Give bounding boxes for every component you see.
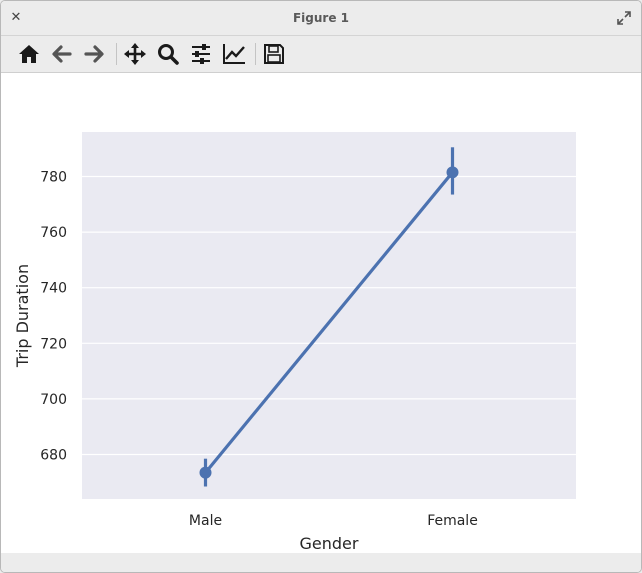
x-axis-ticks: Male Female: [189, 513, 478, 529]
y-tick-label: 720: [40, 336, 67, 352]
gridlines: [82, 175, 576, 456]
series-line: [204, 171, 454, 474]
title-bar: ✕ Figure 1: [1, 1, 641, 36]
window-title: Figure 1: [292, 11, 350, 25]
pan-button[interactable]: [120, 39, 150, 69]
arrow-right-icon: [84, 45, 104, 63]
series-layer: [199, 147, 459, 487]
point-plot: 680 700 720 740 760 780 Male Female Gender Tri…: [13, 132, 576, 553]
status-bar: [1, 553, 641, 572]
configure-subplots-button[interactable]: [186, 39, 216, 69]
y-tick-label: 740: [40, 281, 67, 297]
y-tick-label: 700: [40, 392, 67, 408]
sliders-icon: [192, 44, 210, 64]
maximize-icon: [617, 11, 631, 25]
x-tick-label: Female: [427, 513, 478, 529]
edit-axes-button[interactable]: [219, 39, 249, 69]
data-point: [199, 466, 212, 479]
arrow-left-icon: [52, 45, 72, 63]
forward-button[interactable]: [79, 39, 109, 69]
y-axis-ticks: 680 700 720 740 760 780: [40, 169, 67, 463]
save-button[interactable]: [259, 39, 289, 69]
home-icon: [19, 45, 39, 63]
y-tick-label: 680: [40, 448, 67, 464]
y-tick-label: 760: [40, 225, 67, 241]
figure-canvas[interactable]: 680 700 720 740 760 780 Male Female Gender Tri…: [1, 73, 641, 553]
line-chart-icon: [223, 44, 245, 64]
close-window-button[interactable]: ✕: [10, 10, 22, 25]
maximize-window-button[interactable]: [615, 9, 633, 27]
x-tick-label: Male: [189, 513, 222, 529]
zoom-button[interactable]: [153, 39, 183, 69]
data-point: [446, 166, 459, 179]
floppy-disk-icon: [264, 44, 284, 64]
navigation-toolbar: [1, 36, 641, 73]
move-icon: [124, 43, 146, 65]
search-icon: [158, 44, 179, 65]
y-axis-label: Trip Duration: [13, 264, 32, 368]
axes-background: [82, 132, 576, 499]
toolbar-separator: [116, 43, 117, 65]
back-button[interactable]: [47, 39, 77, 69]
x-axis-label: Gender: [300, 534, 359, 553]
home-button[interactable]: [14, 39, 44, 69]
y-tick-label: 780: [40, 169, 67, 185]
toolbar-separator: [255, 43, 256, 65]
